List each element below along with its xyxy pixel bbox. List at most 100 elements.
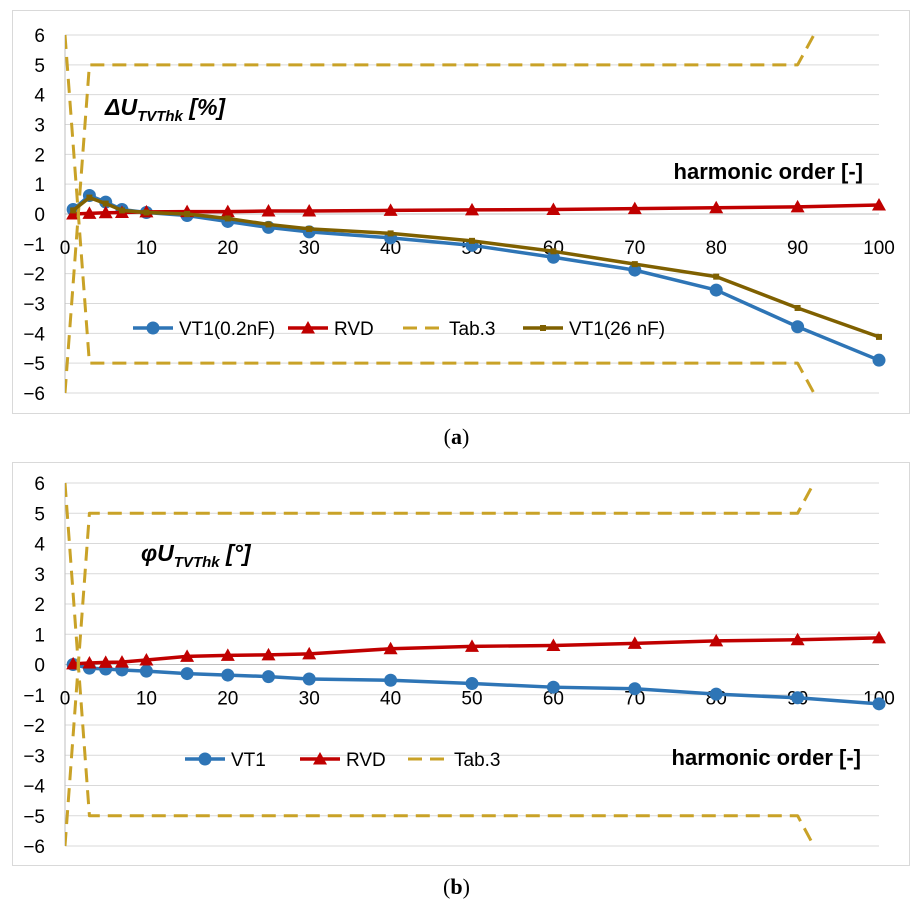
y-tick-label: 3 [34,565,45,586]
x-tick-label: 40 [380,238,401,259]
data-point [98,655,113,668]
y-tick-label: 3 [34,116,45,137]
data-point [709,633,724,647]
data-point [790,632,805,646]
data-point [302,672,316,686]
x-tick-label: 40 [380,689,401,710]
legend-marker [313,752,327,765]
x-tick-label: 50 [461,689,482,710]
data-point [383,641,398,655]
data-point [872,353,886,367]
series-group [65,34,886,394]
y-tick-label: 2 [34,145,45,166]
x-tick-label: 0 [60,689,71,710]
y-tick-label: 1 [34,175,45,196]
x-tick-label: 0 [60,238,71,259]
data-point [791,691,805,705]
x-tick-label: 20 [217,689,238,710]
y-tick-label: 6 [34,26,45,47]
y-tick-label: −2 [23,265,45,286]
legend-marker [198,752,212,766]
series-line-tab-3-lower [65,34,816,394]
x-tick-label: 60 [543,689,564,710]
legend-label: VT1(0.2nF) [179,319,275,340]
data-point [86,194,93,201]
annotation-subscript: TVThk [174,554,220,571]
y-tick-label: −6 [23,384,45,405]
data-point [383,203,398,216]
y-tick-label: 0 [34,656,45,677]
chart-panel-b: −6−5−4−3−2−10123456010203040506070809010… [12,462,910,866]
y-tick-label: 5 [34,56,45,77]
data-point [180,649,195,662]
x-tick-label: 20 [217,238,238,259]
y-tick-label: −1 [23,686,45,707]
data-point [180,667,194,681]
data-point [550,248,557,255]
data-point [387,230,394,237]
data-point [102,200,109,207]
data-point [465,202,479,216]
data-point [306,225,313,232]
y-tick-label: 4 [34,535,45,556]
data-point [794,304,801,311]
y-tick-label: −5 [23,807,45,828]
series-line-tab-3 [65,482,816,847]
series-line-tab-3-lower [65,482,816,847]
data-point [709,283,723,297]
x-tick-label: 30 [299,238,320,259]
y-tick-label: −3 [23,295,45,316]
data-point [143,209,150,216]
series-line-vt1-26-nf- [72,195,880,339]
data-point [384,673,398,687]
y-tick-label: 0 [34,205,45,226]
y-tick-label: 2 [34,595,45,616]
data-point [465,677,479,691]
legend-label: RVD [334,319,374,340]
series-line-rvd [73,636,880,666]
data-point [709,200,724,214]
data-point [139,664,153,678]
annotation-unit: [%] [183,94,227,120]
series-group [65,482,886,847]
data-point [628,263,642,277]
data-point [876,333,882,340]
y-tick-label: 1 [34,625,45,646]
chart-a-svg: −6−5−4−3−2−10123456010203040506070809010… [23,26,895,405]
data-point [627,636,642,649]
caption-a-label: a [451,424,462,449]
legend-marker [146,321,160,335]
data-point [262,670,275,684]
y-tick-label: 6 [34,474,45,495]
data-point [118,207,125,214]
data-point [790,199,805,213]
legend-label: VT1 [231,750,266,771]
y-tick-label: −5 [23,354,45,375]
legend-label: VT1(26 nF) [569,319,665,340]
chart-panel-a: −6−5−4−3−2−10123456010203040506070809010… [12,10,910,414]
chart-b-svg: −6−5−4−3−2−10123456010203040506070809010… [23,474,895,858]
y-tick-label: −6 [23,837,45,858]
x-tick-label: 80 [706,238,727,259]
data-point [82,206,97,219]
data-point [627,201,642,215]
y-tick-label: −4 [23,324,45,345]
data-point [261,647,276,661]
y-tick-label: −1 [23,235,45,256]
data-point [872,630,886,644]
legend-label: RVD [346,750,386,771]
data-point [546,250,560,264]
data-point [70,207,77,214]
data-point [469,237,475,244]
data-point [872,198,886,211]
data-point [709,687,723,701]
y-tick-label: −3 [23,746,45,767]
data-point [82,655,97,669]
data-point [184,211,191,217]
x-tick-label: 70 [624,689,645,710]
data-point [114,655,129,668]
data-point [791,320,805,334]
y-tick-label: 5 [34,504,45,525]
annotation-symbol: ΔU [104,94,138,120]
caption-b: (b) [443,874,470,899]
